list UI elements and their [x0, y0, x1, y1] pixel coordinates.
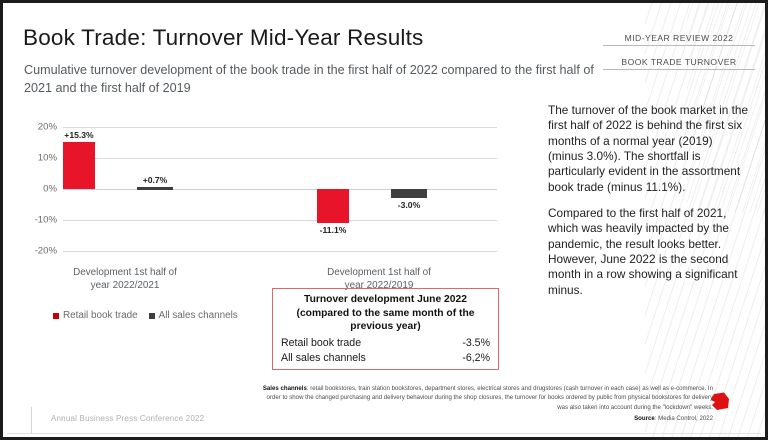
page-subtitle: Cumulative turnover development of the b… — [24, 63, 594, 96]
gridline — [63, 158, 497, 159]
company-logo-icon — [711, 392, 729, 410]
table-row: All sales channels -6,2% — [281, 352, 490, 364]
category-label-line: Development 1st half of — [327, 267, 431, 278]
gridline — [63, 220, 497, 221]
y-axis-tick-label: -20% — [34, 245, 57, 257]
y-axis-tick-label: 0% — [43, 183, 57, 195]
table-title-line-3: previous year) — [350, 321, 421, 333]
legend-label: All sales channels — [158, 310, 238, 321]
bar-value-label: -11.1% — [319, 225, 347, 236]
ribbon-label-review: MID-YEAR REVIEW 2022 — [603, 33, 755, 46]
bar-value-label: -3.0% — [397, 200, 421, 211]
legend-item[interactable]: Retail book trade — [53, 310, 138, 321]
commentary-paragraph-1: The turnover of the book market in the f… — [548, 103, 748, 194]
turnover-summary-table: Turnover development June 2022 (compared… — [272, 288, 499, 370]
table-title-line-1: Turnover development June 2022 — [304, 294, 467, 305]
table-row-value: -6,2% — [462, 351, 490, 364]
y-axis-tick-label: 10% — [37, 152, 57, 164]
bar-chart: 20% 10% 0% -10% -20% +15.3% -11.1% +0.7% -3.0% … — [17, 115, 497, 291]
footnote: Sales channels: retail bookstores, train… — [261, 384, 713, 424]
footnote-lead: Sales channels — [262, 385, 307, 392]
y-axis-tick-label: -10% — [34, 214, 57, 226]
bar-all-sales-channels — [391, 189, 427, 199]
table-row-value: -3.5% — [462, 336, 490, 349]
bar-retail-book-trade — [63, 141, 95, 189]
page-title: Book Trade: Turnover Mid-Year Results — [23, 25, 424, 50]
bar-value-label: +15.3% — [64, 129, 94, 140]
gridline — [63, 251, 497, 252]
footnote-text: : retail bookstores, train station books… — [266, 385, 713, 411]
legend-item[interactable]: All sales channels — [148, 310, 238, 321]
legend-swatch-icon — [148, 312, 155, 319]
category-label-line: year 2022/2021 — [90, 279, 160, 291]
legend-label: Retail book trade — [63, 310, 138, 321]
category-label-line: Development 1st half of — [73, 267, 177, 278]
ribbon-label-topic: BOOK TRADE TURNOVER — [603, 57, 755, 70]
x-axis-category-label: Development 1st half of year 2022/2021 — [45, 267, 205, 293]
source-lead: Source — [634, 415, 655, 423]
footer-divider — [31, 407, 32, 433]
table-title-line-2: (compared to the same month of the — [296, 307, 475, 319]
table-title: Turnover development June 2022 (compared… — [281, 293, 490, 334]
table-rows: Retail book trade -3.5% All sales channels… — [281, 337, 490, 364]
gridline — [63, 189, 497, 190]
gridline — [63, 127, 497, 128]
footer-left-text: Annual Business Press Conference 2022 — [51, 414, 205, 423]
commentary-text: The turnover of the book market in the f… — [548, 103, 748, 309]
category-label-line: year 2022/2019 — [344, 279, 414, 291]
legend-swatch-icon — [53, 312, 59, 319]
table-row-label: Retail book trade — [281, 336, 362, 349]
footnote-body: Sales channels: retail bookstores, train… — [261, 384, 713, 412]
chart-legend: Retail book trade All sales channels — [53, 310, 238, 321]
bar-retail-book-trade — [317, 189, 349, 224]
footer-rule — [7, 433, 761, 434]
source-line: Source: Media Control, 2022 — [261, 414, 713, 423]
bar-value-label: +0.7% — [142, 174, 168, 185]
x-axis-category-label: Development 1st half of year 2022/2019 — [299, 267, 459, 293]
y-axis-tick-label: 20% — [37, 121, 57, 133]
source-text: : Media Control, 2022 — [654, 415, 713, 423]
table-row-label: All sales channels — [281, 351, 366, 364]
bar-all-sales-channels — [137, 186, 173, 190]
commentary-paragraph-2: Compared to the first half of 2021, whic… — [548, 205, 738, 297]
table-row: Retail book trade -3.5% — [281, 337, 490, 349]
